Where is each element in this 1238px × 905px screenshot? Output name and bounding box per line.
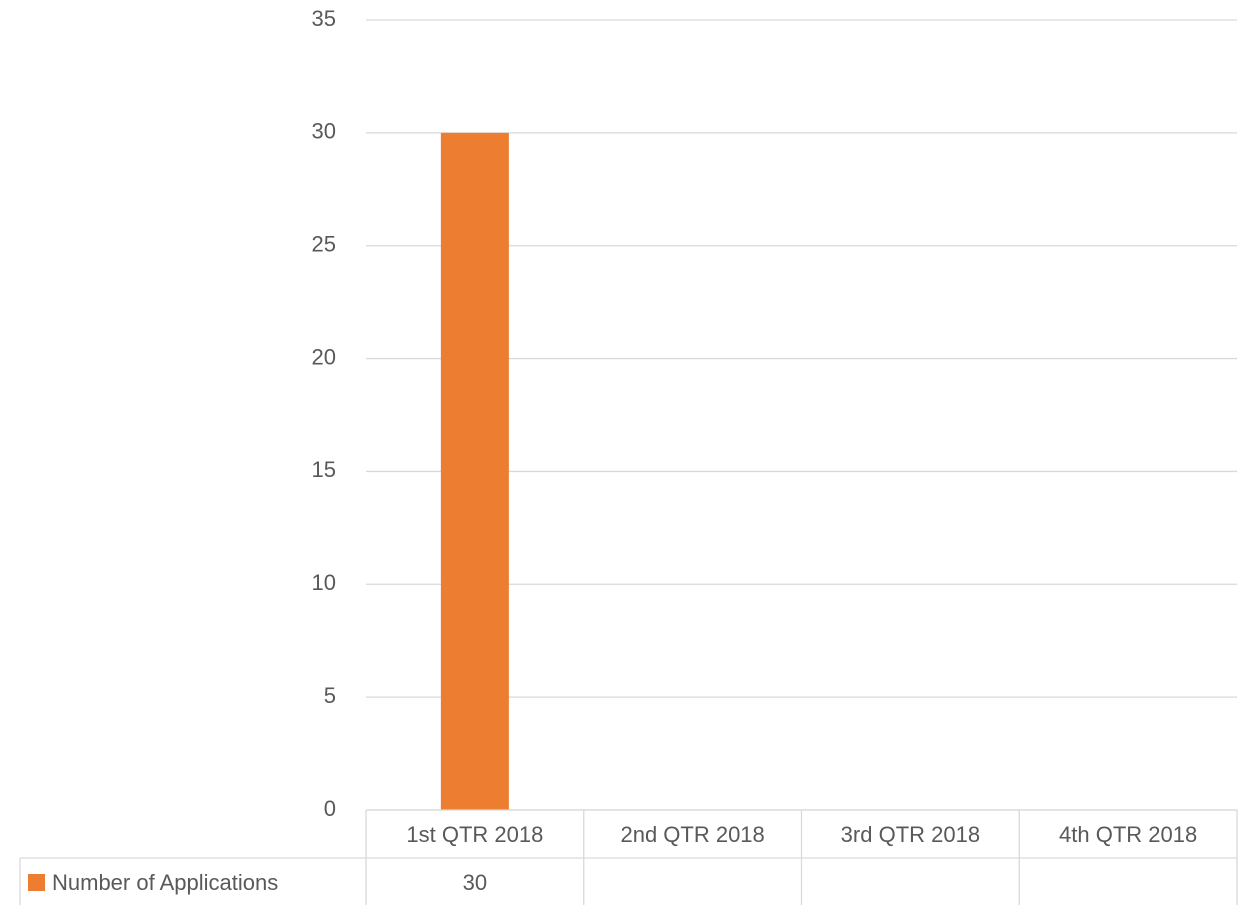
- table-value: 30: [463, 870, 487, 895]
- y-tick-label: 35: [312, 6, 336, 31]
- y-tick-label: 25: [312, 232, 336, 257]
- legend-label: Number of Applications: [52, 870, 278, 895]
- legend-key: [28, 874, 45, 891]
- x-tick-label: 1st QTR 2018: [406, 822, 543, 847]
- y-tick-label: 10: [312, 570, 336, 595]
- y-tick-label: 5: [324, 683, 336, 708]
- x-tick-label: 4th QTR 2018: [1059, 822, 1197, 847]
- bar: [440, 132, 509, 810]
- x-tick-label: 3rd QTR 2018: [841, 822, 980, 847]
- x-tick-label: 2nd QTR 2018: [620, 822, 764, 847]
- y-tick-label: 30: [312, 119, 336, 144]
- y-tick-label: 15: [312, 457, 336, 482]
- y-tick-label: 0: [324, 796, 336, 821]
- y-tick-label: 20: [312, 344, 336, 369]
